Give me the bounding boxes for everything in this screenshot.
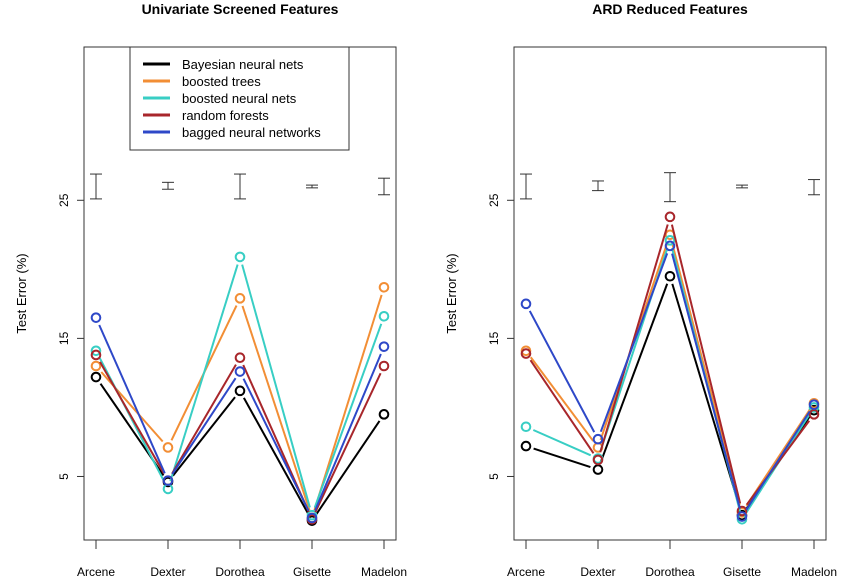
series-line: [315, 420, 381, 515]
series-line: [671, 242, 741, 505]
x-tick-label: Dorothea: [645, 565, 695, 579]
data-point: [234, 385, 246, 397]
series-Bayesian-neural-nets: [520, 270, 820, 521]
x-tick-label: Madelon: [361, 565, 407, 579]
series-line: [169, 264, 239, 482]
series-line: [670, 224, 742, 504]
series-line: [599, 283, 669, 463]
series-line: [242, 378, 310, 512]
panel-2: ARD Reduced Features 5 15 25 Test Error (%) A…: [444, 1, 837, 579]
data-point: [234, 293, 246, 304]
y-axis-label: Test Error (%): [14, 253, 29, 333]
y-tick-label: 25: [57, 193, 71, 207]
data-point: [592, 454, 604, 466]
data-point: [90, 345, 102, 357]
data-point: [90, 360, 102, 372]
data-point: [306, 512, 318, 524]
y-tick-label: 15: [57, 331, 71, 345]
legend-label: random forests: [182, 108, 269, 123]
data-point: [378, 409, 390, 420]
x-tick-label: Arcene: [77, 565, 115, 579]
x-tick-label: Dexter: [150, 565, 185, 579]
data-point: [162, 475, 174, 486]
series-line: [171, 364, 237, 475]
data-point: [378, 341, 390, 352]
series-line: [528, 310, 596, 433]
data-point: [736, 505, 748, 517]
data-point: [90, 312, 102, 323]
data-point: [520, 440, 532, 452]
x-tick-label: Gisette: [293, 565, 331, 579]
series-line: [745, 410, 811, 511]
data-point: [90, 371, 102, 383]
data-point: [234, 352, 246, 364]
series-line: [171, 377, 237, 475]
data-point: [234, 251, 246, 263]
data-point: [808, 399, 820, 410]
series-line: [172, 396, 236, 477]
series-line: [241, 264, 311, 508]
series-Bayesian-neural-nets: [90, 371, 390, 526]
data-point: [664, 270, 676, 282]
series-boosted-trees: [90, 281, 390, 524]
y-tick-label: 25: [487, 193, 501, 207]
data-point: [808, 409, 820, 420]
data-point: [90, 349, 102, 361]
series-line: [313, 294, 383, 511]
data-point: [664, 211, 676, 223]
series-line: [98, 324, 166, 474]
y-tick-label: 5: [487, 473, 501, 480]
series-line: [313, 323, 383, 508]
series-line: [745, 420, 811, 506]
series-line: [314, 372, 382, 513]
series-line: [241, 305, 311, 511]
legend-label: bagged neural networks: [182, 125, 321, 140]
x-tick-label: Dexter: [580, 565, 615, 579]
legend-label: boosted neural nets: [182, 91, 297, 106]
series-line: [532, 429, 592, 457]
legend-label: Bayesian neural nets: [182, 57, 304, 72]
series-random-forests: [520, 211, 820, 517]
series-line: [529, 356, 595, 442]
data-point: [378, 360, 390, 372]
series-boosted-trees: [520, 229, 820, 518]
data-point: [736, 511, 748, 522]
series-line: [314, 353, 382, 511]
legend: Bayesian neural nets boosted trees boosted…: [129, 46, 350, 151]
data-point: [664, 235, 676, 246]
y-tick-label: 15: [487, 331, 501, 345]
x-tick-label: Madelon: [791, 565, 837, 579]
data-point: [592, 433, 604, 445]
data-point: [234, 366, 246, 377]
series-bagged-neural-networks: [90, 312, 390, 524]
series-line: [671, 253, 741, 510]
series-bagged-neural-networks: [520, 240, 820, 522]
series-line: [533, 447, 591, 469]
series-line: [529, 359, 595, 454]
x-tick-label: Gisette: [723, 565, 761, 579]
chart-title: Univariate Screened Features: [142, 1, 339, 17]
chart-title: ARD Reduced Features: [592, 1, 748, 17]
series-line: [99, 361, 165, 475]
data-point: [592, 464, 604, 475]
panel-1: Univariate Screened Features 5 15 25 Test Er…: [14, 1, 407, 579]
series-line: [243, 397, 309, 515]
legend-label: boosted trees: [182, 74, 261, 89]
y-tick-label: 5: [57, 473, 71, 480]
y-axis-label: Test Error (%): [444, 253, 459, 333]
x-tick-label: Arcene: [507, 565, 545, 579]
data-point: [520, 348, 532, 359]
series-line: [599, 253, 669, 433]
data-point: [378, 281, 390, 293]
x-tick-label: Dorothea: [215, 565, 265, 579]
data-point: [520, 421, 532, 433]
data-point: [162, 442, 174, 453]
data-point: [664, 240, 676, 252]
series-line: [599, 224, 669, 453]
data-point: [520, 298, 532, 310]
plot-frame: [513, 46, 827, 541]
data-point: [378, 310, 390, 322]
